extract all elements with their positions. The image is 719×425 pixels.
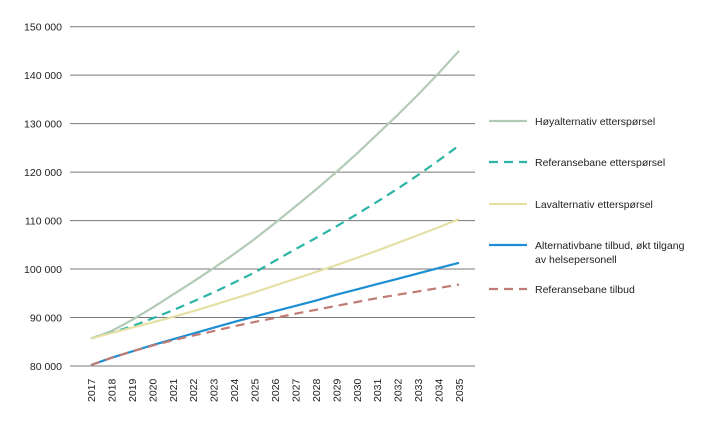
x-tick-label: 2017	[86, 378, 98, 402]
y-tick-label: 150 000	[24, 22, 62, 34]
series-line-2	[90, 144, 460, 340]
x-tick-label: 2029	[331, 378, 343, 402]
legend-label: av helsepersonell	[535, 254, 617, 266]
series-line-3	[90, 218, 460, 340]
x-tick-label: 2025	[250, 378, 262, 402]
legend-label: Høyalternativ etterspørsel	[535, 116, 655, 128]
x-tick-label: 2033	[413, 378, 425, 402]
x-tick-label: 2020	[147, 378, 159, 402]
legend-label: Alternativbane tilbud, økt tilgang	[535, 240, 685, 252]
x-tick-label: 2026	[270, 378, 282, 402]
series-line-1	[90, 50, 460, 340]
legend-label: Referansebane tilbud	[535, 284, 635, 296]
x-tick-label: 2035	[454, 378, 466, 402]
x-tick-label: 2021	[168, 378, 180, 402]
legend-label: Referansebane etterspørsel	[535, 157, 665, 169]
series-line-5	[90, 283, 460, 367]
x-tick-label: 2024	[229, 378, 241, 402]
y-tick-label: 120 000	[24, 167, 62, 179]
x-tick-label: 2027	[290, 378, 302, 402]
x-tick-label: 2034	[434, 378, 446, 402]
y-tick-label: 110 000	[25, 216, 62, 228]
x-tick-label: 2031	[372, 378, 384, 402]
x-tick-label: 2023	[209, 378, 221, 402]
x-tick-label: 2030	[352, 378, 364, 402]
x-tick-label: 2022	[188, 378, 200, 402]
y-tick-label: 130 000	[24, 119, 62, 131]
x-tick-label: 2019	[127, 378, 139, 402]
series-line-4	[90, 261, 460, 367]
y-tick-label: 90 000	[30, 313, 62, 325]
y-tick-label: 80 000	[30, 361, 62, 373]
y-tick-label: 100 000	[24, 264, 62, 276]
legend-label: Lavalternativ etterspørsel	[535, 199, 653, 211]
x-tick-label: 2028	[311, 378, 323, 402]
x-tick-label: 2032	[393, 378, 405, 402]
y-tick-label: 140 000	[24, 70, 62, 82]
x-tick-label: 2018	[106, 378, 118, 402]
